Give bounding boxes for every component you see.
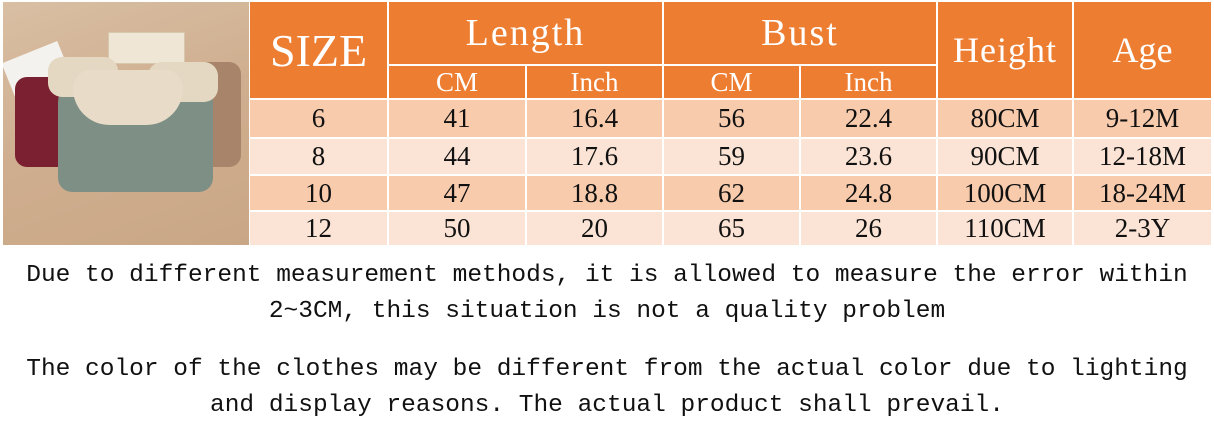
cell-length-cm: 41 bbox=[389, 100, 525, 137]
cell-bust-cm: 59 bbox=[664, 139, 799, 174]
cell-height: 80CM bbox=[938, 100, 1072, 137]
cell-length-inch: 17.6 bbox=[527, 139, 662, 174]
header-size: SIZE bbox=[250, 2, 387, 98]
cell-age: 12-18M bbox=[1074, 139, 1211, 174]
cell-bust-inch: 26 bbox=[801, 212, 936, 245]
cell-bust-inch: 24.8 bbox=[801, 176, 936, 210]
cell-length-inch: 18.8 bbox=[527, 176, 662, 210]
header-bust-cm: CM bbox=[664, 66, 799, 98]
cell-size: 6 bbox=[250, 100, 387, 137]
cell-bust-inch: 23.6 bbox=[801, 139, 936, 174]
cell-age: 18-24M bbox=[1074, 176, 1211, 210]
header-length-inch: Inch bbox=[527, 66, 662, 98]
header-length: Length bbox=[389, 2, 662, 64]
note-measurement-line2: 2~3CM, this situation is not a quality p… bbox=[268, 298, 946, 325]
cell-height: 90CM bbox=[938, 139, 1072, 174]
note-color-line2: and display reasons. The actual product … bbox=[210, 392, 1004, 419]
cell-bust-cm: 56 bbox=[664, 100, 799, 137]
cell-bust-cm: 65 bbox=[664, 212, 799, 245]
header-bust: Bust bbox=[664, 2, 936, 64]
cell-height: 100CM bbox=[938, 176, 1072, 210]
cell-age: 2-3Y bbox=[1074, 212, 1211, 245]
cell-size: 10 bbox=[250, 176, 387, 210]
header-bust-inch: Inch bbox=[801, 66, 936, 98]
product-photo bbox=[3, 2, 249, 245]
cell-length-cm: 47 bbox=[389, 176, 525, 210]
header-age: Age bbox=[1074, 2, 1211, 98]
cell-length-inch: 20 bbox=[527, 212, 662, 245]
cell-length-inch: 16.4 bbox=[527, 100, 662, 137]
header-height: Height bbox=[938, 2, 1072, 98]
cell-height: 110CM bbox=[938, 212, 1072, 245]
note-color-line1: The color of the clothes may be differen… bbox=[26, 356, 1188, 383]
cell-size: 12 bbox=[250, 212, 387, 245]
cell-age: 9-12M bbox=[1074, 100, 1211, 137]
cell-bust-inch: 22.4 bbox=[801, 100, 936, 137]
cell-length-cm: 50 bbox=[389, 212, 525, 245]
header-length-cm: CM bbox=[389, 66, 525, 98]
cell-bust-cm: 62 bbox=[664, 176, 799, 210]
cell-length-cm: 44 bbox=[389, 139, 525, 174]
cell-size: 8 bbox=[250, 139, 387, 174]
note-measurement-line1: Due to different measurement methods, it… bbox=[26, 262, 1188, 289]
